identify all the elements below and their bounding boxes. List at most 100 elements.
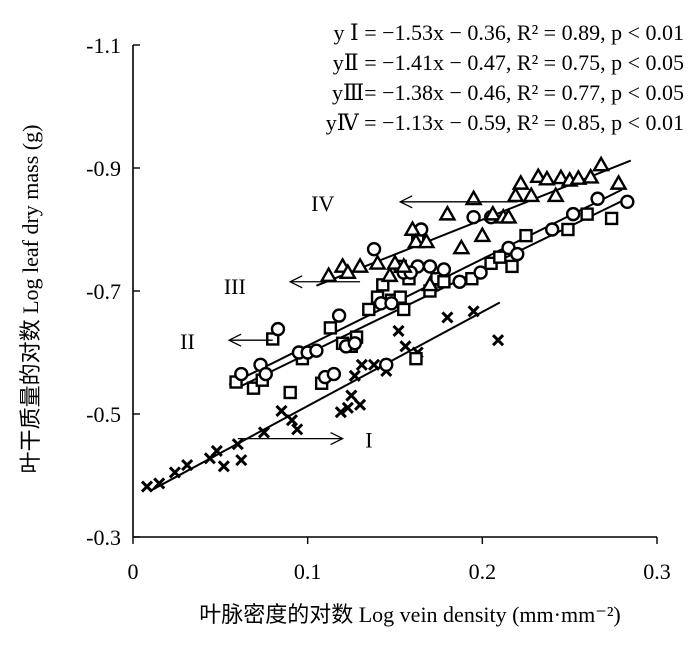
point-IV [464, 189, 483, 206]
arrow-head-I [330, 432, 345, 446]
regression-equations: y Ⅰ = −1.53x − 0.36, R² = 0.89, p < 0.01… [326, 20, 684, 135]
y-tick-label: -0.3 [86, 525, 121, 550]
point-IV [483, 204, 502, 221]
point-III [422, 259, 438, 274]
point-III [473, 265, 488, 280]
point-III [452, 274, 467, 289]
point-II [519, 228, 533, 243]
point-IV [499, 207, 518, 224]
equation-III: yⅢ= −1.38x − 0.46, R² = 0.77, p < 0.05 [332, 80, 684, 105]
point-I [291, 423, 304, 436]
point-III [384, 296, 399, 311]
point-IV [350, 256, 370, 273]
point-I [491, 334, 505, 347]
point-II [246, 381, 261, 395]
point-I [275, 404, 288, 417]
data-points [140, 155, 635, 493]
x-tick-label: 0.1 [294, 559, 322, 584]
x-tick-label: 0.2 [469, 559, 497, 584]
point-IV [338, 263, 357, 279]
point-I [341, 401, 354, 414]
point-III [620, 194, 635, 210]
point-I [441, 311, 454, 324]
point-I [367, 358, 381, 371]
point-II [580, 207, 594, 221]
point-I [235, 454, 248, 467]
point-I [181, 458, 194, 472]
point-I [153, 477, 166, 490]
point-III [234, 366, 249, 382]
point-IV [406, 232, 426, 249]
point-IV [380, 266, 399, 283]
point-III [326, 366, 342, 382]
arrow-head-II [227, 333, 242, 347]
point-III [510, 246, 525, 262]
point-III [545, 222, 560, 237]
point-IV [420, 275, 440, 292]
point-IV [529, 167, 548, 184]
point-II [397, 302, 411, 317]
point-IV [452, 238, 471, 255]
point-IV [511, 173, 530, 190]
point-III [590, 191, 605, 206]
y-tick-label: -0.9 [86, 156, 121, 181]
series-label-III: III [224, 274, 246, 299]
point-II [323, 321, 338, 335]
axes: 0 0.1 0.2 0.3 -0.3 -0.5 -0.7 -0.9 -1.1 叶脉密度的对数 Lo… [18, 33, 671, 627]
point-II [437, 275, 451, 289]
point-I [345, 389, 358, 402]
point-I [392, 324, 405, 338]
point-III [258, 366, 273, 382]
point-IV [438, 204, 457, 221]
series-label-II: II [180, 329, 195, 354]
series-label-IV: IV [311, 191, 334, 216]
point-IV [473, 226, 492, 243]
point-I [348, 369, 361, 382]
x-tick-label: 0.3 [643, 559, 671, 584]
point-III [270, 321, 286, 337]
point-I [168, 466, 181, 479]
point-I [399, 340, 412, 353]
point-I [467, 305, 480, 318]
point-IV [385, 253, 405, 270]
point-I [355, 358, 368, 371]
point-III [565, 206, 581, 222]
equation-I: y Ⅰ = −1.53x − 0.36, R² = 0.89, p < 0.01 [334, 20, 685, 45]
point-IV [394, 256, 413, 273]
x-axis-label: 叶脉密度的对数 Log vein density (mm·mm⁻²) [199, 602, 621, 627]
point-II [561, 222, 575, 237]
point-IV [522, 186, 541, 203]
point-IV [319, 266, 338, 283]
point-III [379, 357, 394, 372]
point-II [409, 351, 423, 366]
arrow-head-III [288, 275, 303, 289]
equation-II: yⅡ = −1.41x − 0.47, R² = 0.75, p < 0.05 [333, 50, 684, 75]
point-I [285, 414, 299, 427]
point-II [493, 250, 507, 264]
point-I [257, 426, 271, 439]
equation-IV: yⅣ = −1.13x − 0.59, R² = 0.85, p < 0.01 [326, 110, 684, 135]
point-IV [581, 167, 600, 184]
y-tick-label: -1.1 [86, 33, 121, 58]
point-III [309, 343, 324, 358]
point-II [283, 385, 297, 400]
x-tick-label: 0 [128, 559, 139, 584]
point-IV [506, 186, 525, 203]
point-I [334, 406, 347, 419]
point-IV [592, 155, 611, 172]
point-IV [537, 169, 557, 186]
point-III [347, 336, 363, 351]
point-III [436, 262, 452, 277]
series-label-I: I [365, 428, 372, 453]
point-III [366, 241, 382, 257]
point-III [466, 209, 481, 225]
point-IV [569, 169, 588, 185]
point-I [210, 444, 223, 457]
y-tick-label: -0.7 [86, 279, 121, 304]
point-III [331, 308, 347, 323]
point-IV [403, 220, 422, 236]
point-IV [551, 168, 571, 185]
point-I [140, 480, 154, 493]
point-IV [609, 173, 628, 190]
